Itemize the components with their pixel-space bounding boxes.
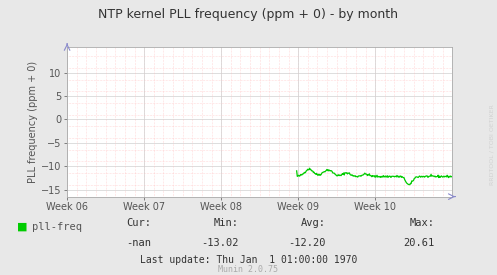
Text: -12.20: -12.20 <box>288 238 326 248</box>
Text: Last update: Thu Jan  1 01:00:00 1970: Last update: Thu Jan 1 01:00:00 1970 <box>140 255 357 265</box>
Text: 20.61: 20.61 <box>404 238 435 248</box>
Text: pll-freq: pll-freq <box>32 222 83 232</box>
Text: ■: ■ <box>17 222 28 232</box>
Text: Avg:: Avg: <box>301 218 326 228</box>
Text: Max:: Max: <box>410 218 435 228</box>
Text: -13.02: -13.02 <box>201 238 239 248</box>
Y-axis label: PLL frequency (ppm + 0): PLL frequency (ppm + 0) <box>28 60 38 183</box>
Text: -nan: -nan <box>127 238 152 248</box>
Text: Min:: Min: <box>214 218 239 228</box>
Text: Cur:: Cur: <box>127 218 152 228</box>
Text: NTP kernel PLL frequency (ppm + 0) - by month: NTP kernel PLL frequency (ppm + 0) - by … <box>98 8 399 21</box>
Text: RRDTOOL / TOBI OETIKER: RRDTOOL / TOBI OETIKER <box>490 104 495 185</box>
Text: Munin 2.0.75: Munin 2.0.75 <box>219 265 278 274</box>
